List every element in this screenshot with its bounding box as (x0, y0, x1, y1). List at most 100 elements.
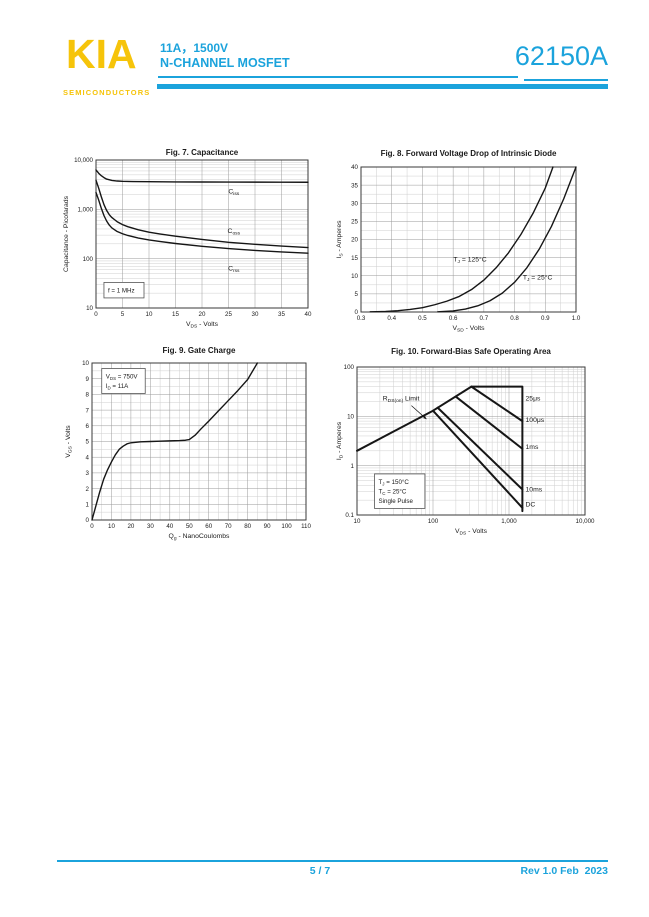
x-tick: 20 (199, 311, 206, 318)
curve-label: TJ = 125°C (453, 255, 486, 265)
x-tick: 5 (121, 311, 125, 318)
y-tick: 4 (86, 454, 90, 461)
logo-subtitle: SEMICONDUCTORS (63, 88, 151, 97)
x-tick: 20 (127, 523, 134, 530)
note-line: Single Pulse (379, 498, 414, 505)
y-tick: 35 (351, 182, 358, 189)
note-line: VDS = 750V (106, 373, 139, 381)
y-tick: 0.1 (345, 512, 354, 519)
y-tick: 2 (86, 486, 90, 493)
x-tick: 0.4 (387, 315, 396, 322)
y-tick: 0 (355, 309, 359, 316)
part-number: 62150A (514, 41, 608, 71)
y-axis-label: VGS - Volts (65, 425, 74, 458)
pointer-line (411, 405, 427, 420)
x-tick: 0.3 (357, 315, 366, 322)
x-tick: 70 (225, 523, 232, 530)
header-rule-thick (157, 84, 608, 89)
series-tj-125-c (369, 166, 554, 313)
series-ciss (95, 169, 309, 183)
curve-label: Ciss (228, 188, 239, 197)
y-tick: 9 (86, 376, 90, 383)
x-tick: 30 (252, 311, 259, 318)
note-box (101, 368, 146, 394)
x-tick: 60 (205, 523, 212, 530)
y-tick: 100 (83, 256, 94, 263)
note-line: ID = 11A (106, 383, 129, 391)
x-tick: 0.8 (510, 315, 519, 322)
x-tick: 100 (428, 518, 439, 525)
y-tick: 0 (86, 517, 90, 524)
curves (369, 166, 577, 313)
fig10-soa-chart: RDS(on) Limit 25μs 100μs 1ms 10ms DC TJ = 150°… (336, 347, 595, 537)
y-tick: 1 (86, 502, 90, 509)
note-line: TC = 25°C (379, 488, 407, 496)
revision-label: Rev 1.0 Feb 2023 (520, 865, 608, 877)
chart-title: Fig. 7. Capacitance (166, 148, 239, 157)
plot-border (356, 366, 586, 516)
curve-label: RDS(on) Limit (383, 395, 420, 404)
curve-label: TJ = 25°C (523, 273, 553, 283)
x-tick: 0.9 (541, 315, 550, 322)
series-10ms (436, 406, 524, 491)
y-tick: 10 (82, 360, 89, 367)
curves (91, 362, 259, 521)
x-tick: 1.0 (572, 315, 581, 322)
y-tick: 25 (351, 219, 358, 226)
y-tick: 10 (86, 305, 93, 312)
footer-rule (57, 860, 608, 862)
curve-label: Crss (228, 265, 240, 274)
x-tick: 80 (244, 523, 251, 530)
kia-logo: KIA (66, 31, 137, 77)
x-tick: 0 (94, 311, 98, 318)
pointer-arrowhead (423, 415, 427, 420)
x-tick: 1,000 (501, 518, 517, 525)
note-line: TJ = 150°C (379, 479, 410, 487)
x-tick: 10,000 (576, 518, 595, 525)
x-axis-label: VDS - Volts (455, 528, 488, 537)
page-number: 5 / 7 (309, 865, 331, 877)
x-tick: 0 (90, 523, 94, 530)
x-tick: 25 (225, 311, 232, 318)
y-axis-label: Capacitance - Picofarads (63, 195, 70, 272)
y-tick: 20 (351, 237, 358, 244)
x-tick: 90 (264, 523, 271, 530)
chart-title: Fig. 9. Gate Charge (163, 346, 236, 355)
curve-label: 1ms (526, 444, 539, 451)
x-tick: 35 (278, 311, 285, 318)
plot-border (91, 362, 307, 521)
y-tick: 100 (344, 364, 355, 371)
x-tick: 15 (172, 311, 179, 318)
x-axis-label: VDS - Volts (186, 321, 219, 330)
y-tick: 30 (351, 200, 358, 207)
series-vgs (91, 362, 259, 521)
product-type: N-CHANNEL MOSFET (160, 56, 290, 70)
y-tick: 3 (86, 470, 90, 477)
note-box (103, 282, 145, 299)
fig8-diode-forward-voltage-chart: TJ = 125°C TJ = 25°C Fig. 8. Forward Volta… (336, 149, 581, 334)
series-tj-25-c (437, 166, 577, 313)
curve-label: 25μs (526, 395, 541, 402)
x-tick: 0.5 (418, 315, 427, 322)
curve-label: 10ms (526, 486, 543, 493)
y-axis-label: IS - Amperes (336, 220, 345, 259)
y-tick: 8 (86, 392, 90, 399)
y-tick: 10 (351, 273, 358, 280)
grid (361, 167, 576, 312)
chart-title: Fig. 10. Forward-Bias Safe Operating Are… (391, 347, 551, 356)
x-tick: 40 (305, 311, 312, 318)
x-tick: 10 (108, 523, 115, 530)
grid (357, 367, 585, 515)
y-tick: 15 (351, 255, 358, 262)
y-axis-label: ID - Amperes (336, 421, 345, 460)
x-tick: 0.6 (449, 315, 458, 322)
series-100-s (470, 385, 524, 423)
x-tick: 10 (354, 518, 361, 525)
y-tick: 40 (351, 164, 358, 171)
series-25-s-boundary (470, 385, 524, 513)
x-tick: 30 (147, 523, 154, 530)
y-tick: 5 (355, 291, 359, 298)
chart-title: Fig. 8. Forward Voltage Drop of Intrinsi… (381, 149, 557, 158)
x-tick: 100 (281, 523, 292, 530)
